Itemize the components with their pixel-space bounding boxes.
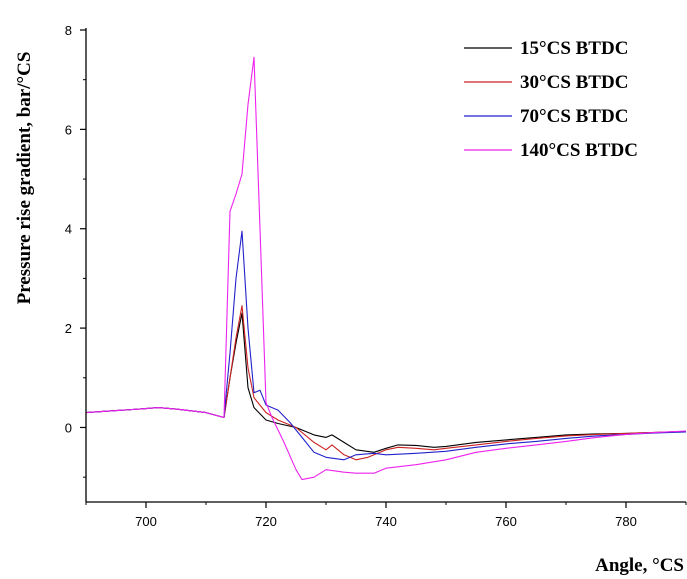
series-line-4 <box>85 56 687 481</box>
axes-layer <box>85 28 686 503</box>
series-layer <box>85 56 687 481</box>
series-line-2 <box>85 305 687 461</box>
x-tick-label: 760 <box>495 514 517 529</box>
legend-label-3: 70°CS BTDC <box>520 106 628 127</box>
y-tick-label: 6 <box>65 122 72 137</box>
legend-label-2: 30°CS BTDC <box>520 72 628 93</box>
y-tick-label: 2 <box>65 321 72 336</box>
y-tick-label: 8 <box>65 23 72 38</box>
x-tick-label: 740 <box>375 514 397 529</box>
series-line-1 <box>85 312 687 453</box>
y-tick-label: 0 <box>65 420 72 435</box>
x-tick-label: 720 <box>255 514 277 529</box>
y-tick-label: 4 <box>65 222 72 237</box>
legend-label-4: 140°CS BTDC <box>520 140 638 161</box>
y-axis-title: Pressure rise gradient, bar/°CS <box>14 52 35 305</box>
x-axis-ticks: 700 720 740 760 780 <box>85 502 687 529</box>
x-tick-label: 780 <box>615 514 637 529</box>
series-line-3 <box>85 230 687 461</box>
legend-label-1: 15°CS BTDC <box>520 38 628 59</box>
x-axis-title: Angle, °CS <box>595 555 684 576</box>
x-tick-label: 700 <box>135 514 157 529</box>
y-axis-ticks: 0 2 4 6 8 <box>65 23 86 478</box>
legend: 15°CS BTDC 30°CS BTDC 70°CS BTDC 140°CS BTD… <box>464 38 638 161</box>
